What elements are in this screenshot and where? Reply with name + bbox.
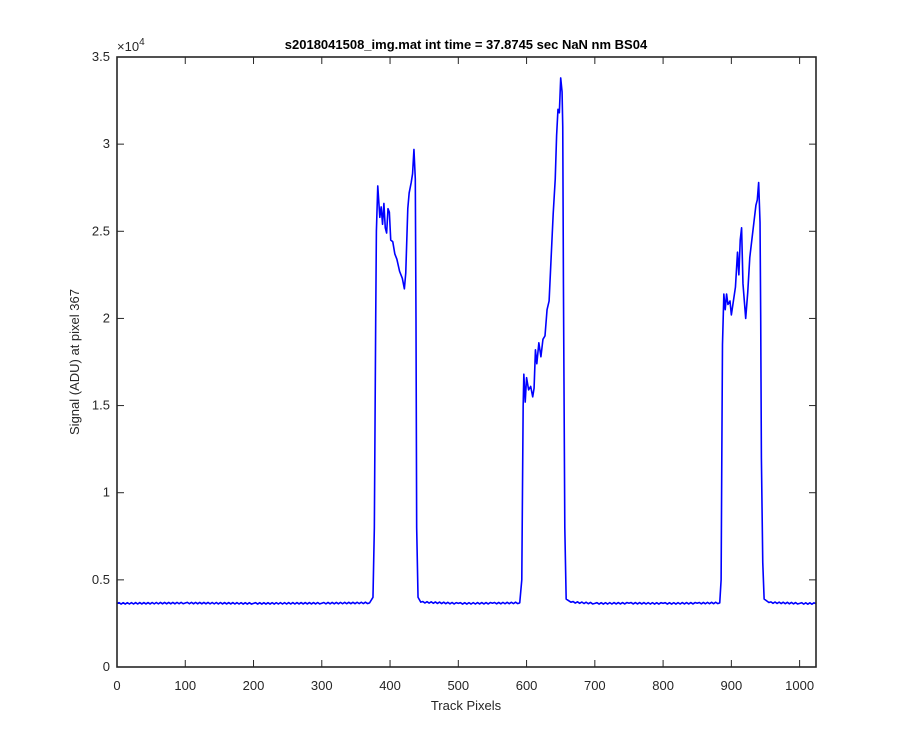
y-axis-label: Signal (ADU) at pixel 367 [67,289,82,435]
x-tick-label: 1000 [785,678,814,693]
y-exponent-power: 4 [139,37,145,48]
x-tick-label: 300 [311,678,333,693]
plot-area [117,57,816,667]
axes-box [116,56,817,668]
y-tick-label: 0.5 [92,572,110,587]
x-tick-label: 0 [113,678,120,693]
y-tick-label: 1.5 [92,398,110,413]
y-exponent-base: ×10 [117,39,139,54]
x-tick-label: 800 [652,678,674,693]
y-tick-label: 2.5 [92,223,110,238]
ticks-layer: 0 100 200 300 400 500 600 700 800 900 1000 0 0.5 1 1.5… [92,49,816,693]
x-tick-label: 500 [447,678,469,693]
series-line-0 [116,77,817,606]
x-tick-label: 400 [379,678,401,693]
y-tick-label: 2 [103,310,110,325]
x-tick-label: 700 [584,678,606,693]
y-tick-label: 0 [103,659,110,674]
x-tick-label: 600 [516,678,538,693]
y-tick-label: 3 [103,136,110,151]
y-tick-label: 3.5 [92,49,110,64]
x-tick-label: 100 [174,678,196,693]
x-tick-label: 200 [243,678,265,693]
data-layer [116,77,817,606]
x-tick-label: 900 [721,678,743,693]
y-exponent-label: ×104 [117,37,145,54]
x-axis-label: Track Pixels [431,698,502,713]
y-tick-label: 1 [103,485,110,500]
chart-title: s2018041508_img.mat int time = 37.8745 s… [285,37,648,52]
